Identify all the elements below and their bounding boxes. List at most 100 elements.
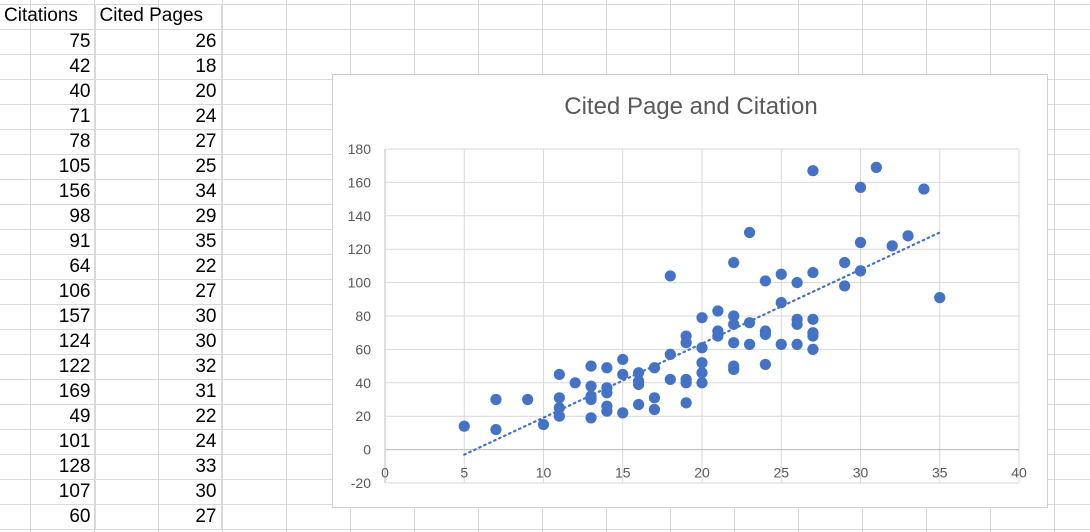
citations-cell[interactable]: 106 (0, 279, 96, 305)
table-row: 49 22 (0, 404, 222, 430)
data-point (807, 165, 819, 177)
data-point (807, 343, 819, 355)
citations-cell[interactable]: 105 (0, 154, 96, 180)
data-point (680, 397, 692, 409)
citations-cell[interactable]: 98 (0, 204, 96, 230)
data-point (617, 407, 629, 419)
chart-area[interactable]: Cited Page and Citation -20 0 20 40 60 80 100 1… (332, 74, 1048, 508)
cited-pages-cell[interactable]: 27 (95, 129, 222, 155)
table-row: 60 27 (0, 504, 222, 530)
data-point (617, 368, 629, 381)
cited-pages-cell[interactable]: 18 (95, 54, 222, 80)
y-tick-label: 20 (355, 408, 371, 424)
citations-cell[interactable]: 40 (0, 79, 96, 105)
cited-pages-cell[interactable]: 20 (95, 79, 222, 105)
data-point (553, 410, 565, 422)
cited-pages-cell[interactable]: 31 (95, 379, 222, 405)
data-point (696, 377, 708, 389)
data-point (633, 367, 645, 379)
citations-cell[interactable]: 49 (0, 404, 96, 430)
citations-cell[interactable]: 157 (0, 304, 96, 330)
cited-pages-cell[interactable]: 26 (95, 29, 222, 55)
citations-cell[interactable]: 64 (0, 254, 96, 280)
citations-cell[interactable]: 169 (0, 379, 96, 405)
cited-pages-cell[interactable]: 22 (95, 404, 222, 430)
cited-pages-cell[interactable]: 34 (95, 179, 222, 205)
citations-cell[interactable]: 107 (0, 479, 96, 505)
data-point (775, 297, 787, 309)
data-point (807, 313, 819, 325)
data-point (490, 393, 502, 406)
table-row: 124 30 (0, 329, 222, 355)
table-row: 122 32 (0, 354, 222, 380)
header-citations[interactable]: Citations (0, 4, 96, 30)
table-row: 40 20 (0, 79, 222, 105)
data-point (664, 270, 676, 282)
header-cited-pages[interactable]: Cited Pages (95, 4, 222, 30)
table-row: 107 30 (0, 479, 222, 505)
data-point (728, 337, 740, 349)
y-tick-label: 0 (363, 442, 371, 458)
cited-pages-cell[interactable]: 30 (95, 329, 222, 355)
citations-cell[interactable]: 91 (0, 229, 96, 255)
cited-pages-cell[interactable]: 35 (95, 229, 222, 255)
data-point (918, 183, 930, 195)
cited-pages-cell[interactable]: 22 (95, 254, 222, 280)
x-tick-label: 35 (932, 465, 948, 481)
citations-cell[interactable]: 122 (0, 354, 96, 380)
cited-pages-cell[interactable]: 24 (95, 429, 222, 455)
data-point (728, 318, 740, 330)
cited-pages-cell[interactable]: 32 (95, 354, 222, 380)
y-tick-label: 40 (355, 375, 371, 391)
data-point (585, 393, 597, 406)
data-point (490, 423, 502, 436)
data-point (664, 348, 676, 361)
data-point (791, 318, 803, 330)
cited-pages-cell[interactable]: 30 (95, 304, 222, 330)
cited-pages-cell[interactable]: 29 (95, 204, 222, 230)
data-point (712, 305, 724, 317)
cited-pages-cell[interactable]: 27 (95, 279, 222, 305)
data-point (696, 367, 708, 379)
table-row: 71 24 (0, 104, 222, 130)
data-point (601, 405, 613, 417)
table-row: 42 18 (0, 54, 222, 80)
x-tick-label: 20 (694, 465, 710, 481)
data-point (633, 398, 645, 411)
table-row: 156 34 (0, 179, 222, 205)
data-point (743, 317, 756, 329)
citations-cell[interactable]: 128 (0, 454, 96, 480)
cited-pages-cell[interactable]: 33 (95, 454, 222, 480)
cited-pages-cell[interactable]: 25 (95, 154, 222, 180)
data-point (728, 256, 740, 269)
citations-cell[interactable]: 71 (0, 104, 96, 130)
table-row: 128 33 (0, 454, 222, 480)
cited-pages-cell[interactable]: 27 (95, 504, 222, 530)
header-row: Citations Cited Pages (0, 4, 222, 30)
chart-title: Cited Page and Citation (564, 93, 818, 120)
y-tick-label: -20 (351, 475, 371, 491)
data-point (648, 403, 661, 416)
y-tick-label: 140 (348, 208, 372, 224)
table-row: 169 31 (0, 379, 222, 405)
data-point (839, 280, 851, 292)
data-point (601, 362, 613, 374)
data-point (743, 226, 756, 239)
citations-cell[interactable]: 60 (0, 504, 96, 530)
citations-cell[interactable]: 78 (0, 129, 96, 155)
citations-cell[interactable]: 42 (0, 54, 96, 80)
data-point (569, 377, 581, 389)
citations-cell[interactable]: 124 (0, 329, 96, 355)
data-point (743, 338, 756, 350)
citations-cell[interactable]: 75 (0, 29, 96, 55)
cited-pages-cell[interactable]: 30 (95, 479, 222, 505)
data-point (839, 256, 851, 269)
citations-cell[interactable]: 156 (0, 179, 96, 205)
citations-cell[interactable]: 101 (0, 429, 96, 455)
data-point (775, 338, 787, 350)
data-point (775, 268, 787, 280)
cited-pages-cell[interactable]: 24 (95, 104, 222, 130)
data-point (934, 292, 946, 304)
data-point (902, 230, 914, 242)
data-point (791, 277, 803, 289)
